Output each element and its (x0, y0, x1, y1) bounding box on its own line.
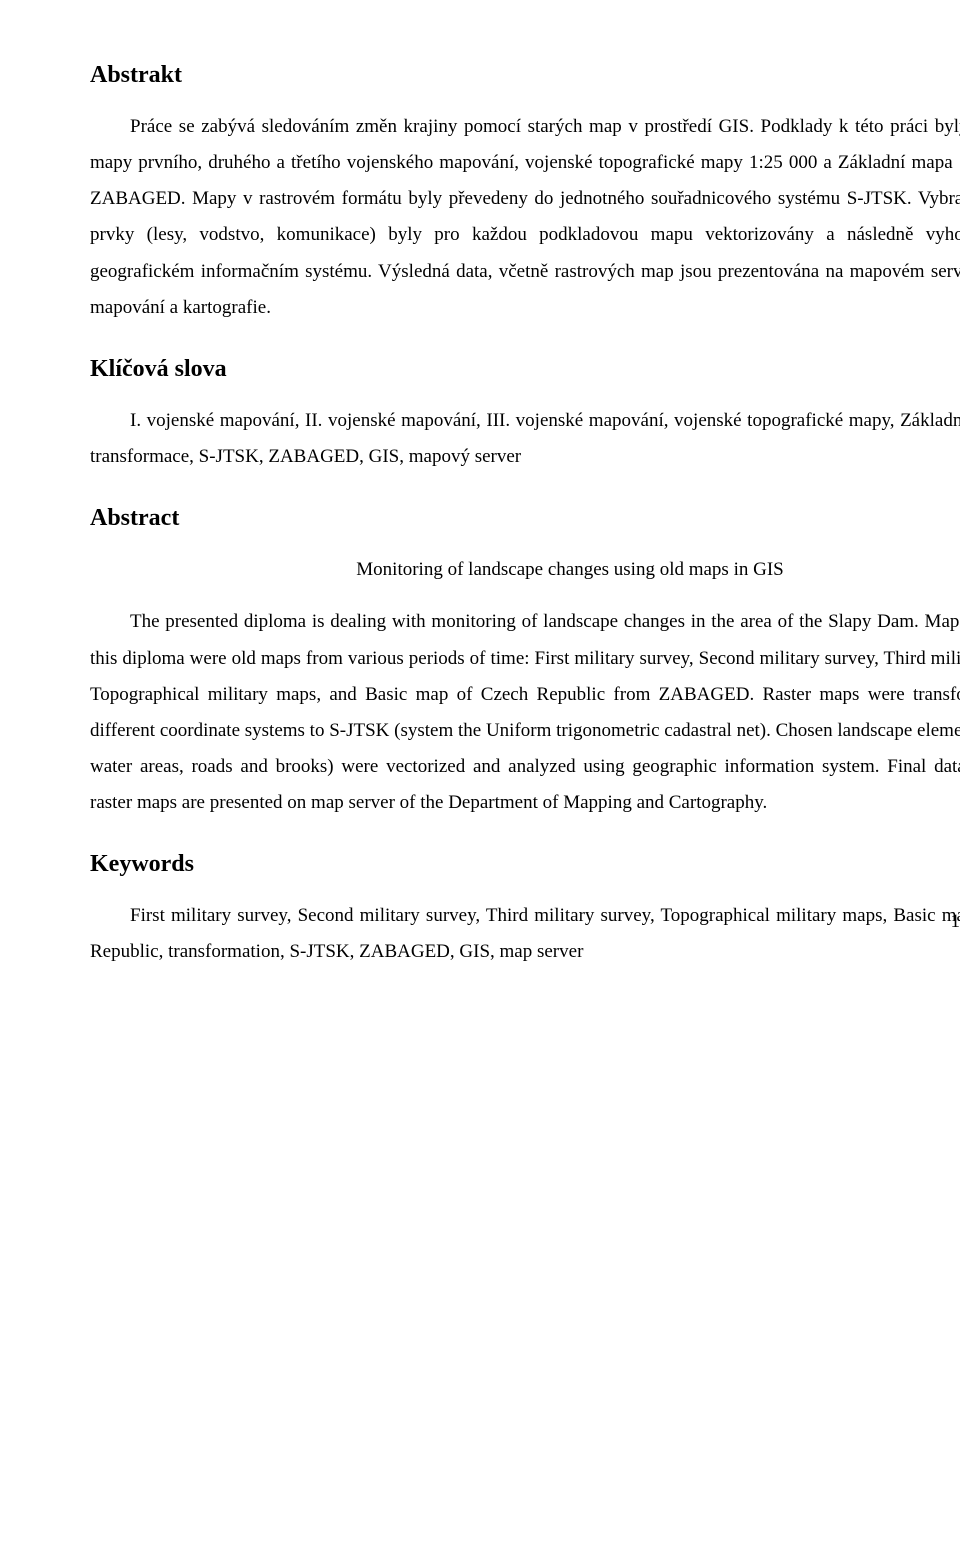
heading-abstract: Abstract (90, 503, 960, 534)
page: Abstrakt Práce se zabývá sledováním změn… (90, 60, 960, 970)
paragraph-keywords: First military survey, Second military s… (90, 898, 960, 970)
heading-abstrakt: Abstrakt (90, 60, 960, 91)
paragraph-abstract: The presented diploma is dealing with mo… (90, 604, 960, 821)
page-number: 1 (951, 904, 960, 940)
paragraph-abstrakt: Práce se zabývá sledováním změn krajiny … (90, 109, 960, 326)
paragraph-klicova-slova: I. vojenské mapování, II. vojenské mapov… (90, 403, 960, 475)
heading-keywords: Keywords (90, 849, 960, 880)
subtitle-abstract: Monitoring of landscape changes using ol… (90, 552, 960, 588)
heading-klicova-slova: Klíčová slova (90, 354, 960, 385)
